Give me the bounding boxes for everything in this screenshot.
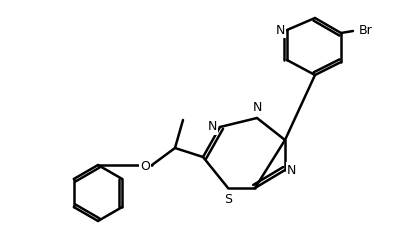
Text: S: S (224, 193, 232, 206)
Text: O: O (140, 160, 150, 173)
Text: N: N (252, 101, 262, 114)
Text: N: N (276, 23, 285, 36)
Text: Br: Br (359, 23, 373, 36)
Text: N: N (287, 164, 296, 176)
Text: N: N (207, 121, 217, 133)
